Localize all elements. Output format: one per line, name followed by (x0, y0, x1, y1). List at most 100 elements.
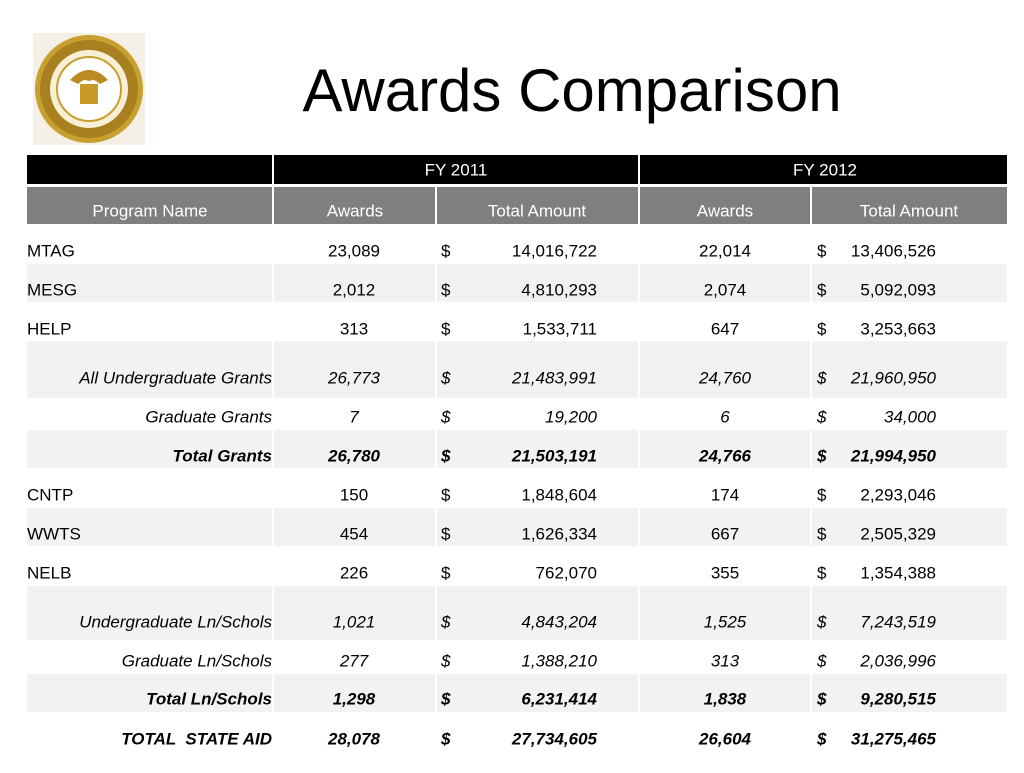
cell: 1,525 (704, 612, 747, 631)
row-band (27, 508, 1007, 546)
cell: $ (816, 407, 827, 426)
cell: 26,780 (327, 446, 381, 465)
cell: 313 (340, 319, 368, 338)
cell: $ (816, 651, 827, 670)
row-label: MTAG (27, 241, 75, 260)
cell: 355 (711, 563, 739, 582)
cell: 7 (349, 407, 359, 426)
cell: 667 (711, 524, 739, 543)
cell: 1,298 (333, 689, 376, 708)
group-header: FY 2011 (425, 160, 488, 179)
group-header: FY 2012 (793, 160, 857, 179)
cell: 23,089 (328, 241, 380, 260)
row-label: CNTP (27, 485, 73, 504)
cell: 1,838 (704, 689, 747, 708)
row-label: Graduate Ln/Schols (122, 651, 273, 670)
cell: 454 (340, 524, 368, 543)
cell: 4,810,293 (521, 280, 597, 299)
cell: 21,994,950 (850, 446, 937, 465)
cell: $ (440, 368, 451, 387)
cell: $ (440, 651, 451, 670)
cell: 28,078 (327, 729, 381, 748)
slide-title: Awards Comparison (302, 57, 841, 124)
cell: 5,092,093 (860, 280, 936, 299)
cell: 27,734,605 (511, 729, 598, 748)
cell: $ (816, 729, 827, 748)
cell: 24,760 (698, 368, 752, 387)
row-band (27, 430, 1007, 468)
cell: $ (441, 524, 451, 543)
cell: 6 (720, 407, 730, 426)
cell: 21,503,191 (511, 446, 597, 465)
cell: 1,388,210 (521, 651, 597, 670)
row-band (27, 341, 1007, 398)
cell: 4,843,204 (521, 612, 597, 631)
cell: 1,021 (333, 612, 376, 631)
row-label: Total Grants (173, 446, 273, 465)
cell: $ (817, 241, 827, 260)
cell: $ (441, 241, 451, 260)
row-label: MESG (27, 280, 77, 299)
table-text: FY 2011 FY 2012 Program Name Awards Total Am… (27, 160, 958, 748)
cell: $ (816, 612, 827, 631)
row-label: HELP (27, 319, 71, 338)
cell: 22,014 (699, 241, 751, 260)
cell: 2,012 (333, 280, 376, 299)
cell: 14,016,722 (512, 241, 597, 260)
cell: $ (816, 689, 827, 708)
row-label: Graduate Grants (145, 407, 272, 426)
cell: 26,773 (327, 368, 381, 387)
cell: 1,848,604 (521, 485, 597, 504)
cell: 24,766 (698, 446, 752, 465)
cell: $ (817, 485, 827, 504)
column-header: Total Amount (488, 201, 587, 220)
cell: 277 (339, 651, 369, 670)
row-label: NELB (27, 563, 71, 582)
row-band (27, 674, 1007, 712)
cell: $ (440, 446, 451, 465)
column-header: Total Amount (860, 201, 959, 220)
cell: $ (441, 319, 451, 338)
cell: $ (440, 729, 451, 748)
cell: $ (817, 319, 827, 338)
column-header: Awards (697, 201, 753, 220)
cell: 2,293,046 (860, 485, 936, 504)
row-label: Total Ln/Schols (146, 689, 272, 708)
cell: 313 (711, 651, 740, 670)
column-header: Program Name (92, 201, 207, 220)
cell: 7,243,519 (860, 612, 936, 631)
cell: 6,231,414 (521, 689, 597, 708)
cell: 34,000 (884, 407, 937, 426)
cell: 2,036,996 (859, 651, 936, 670)
cell: 762,070 (536, 563, 597, 582)
cell: $ (816, 368, 827, 387)
cell: $ (816, 446, 827, 465)
cell: $ (440, 612, 451, 631)
cell: 21,960,950 (850, 368, 937, 387)
cell: 9,280,515 (860, 689, 936, 708)
cell: $ (441, 485, 451, 504)
row-label: TOTAL STATE AID (121, 729, 272, 748)
cell: 150 (340, 485, 368, 504)
cell: 1,354,388 (860, 563, 936, 582)
cell: 2,074 (704, 280, 747, 299)
cell: $ (440, 407, 451, 426)
cell: $ (817, 563, 827, 582)
column-header-band (27, 187, 1007, 224)
column-header: Awards (327, 201, 383, 220)
cell: $ (441, 280, 451, 299)
cell: $ (817, 524, 827, 543)
row-label: All Undergraduate Grants (78, 368, 272, 387)
group-header-band (27, 155, 1007, 184)
cell: $ (817, 280, 827, 299)
column-dividers (27, 155, 1007, 768)
cell: 2,505,329 (860, 524, 936, 543)
cell: 19,200 (545, 407, 598, 426)
row-band (27, 586, 1007, 640)
cell: $ (441, 563, 451, 582)
cell: 1,626,334 (521, 524, 597, 543)
table-body (27, 264, 1007, 712)
cell: 31,275,465 (851, 729, 937, 748)
row-label: Undergraduate Ln/Schols (79, 612, 272, 631)
